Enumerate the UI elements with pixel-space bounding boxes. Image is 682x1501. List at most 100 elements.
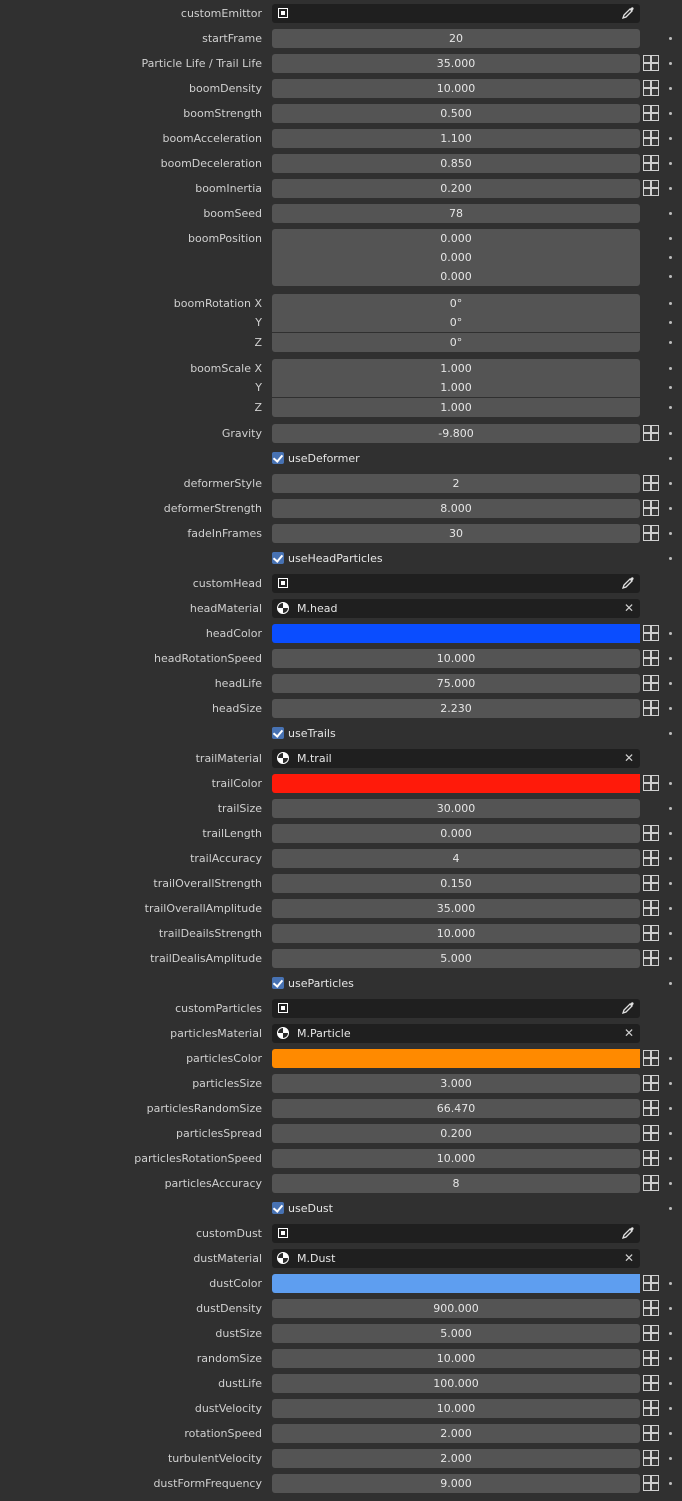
animate-property-icon[interactable]	[643, 1300, 659, 1316]
deformerStyle-field[interactable]: 2	[272, 474, 640, 493]
trailOverallStrength-field[interactable]: 0.150	[272, 874, 640, 893]
dustVelocity-field[interactable]: 10.000	[272, 1399, 640, 1418]
useTrails-checkbox[interactable]	[272, 727, 284, 739]
animate-property-icon[interactable]	[643, 675, 659, 691]
clear-icon[interactable]: ✕	[623, 1251, 634, 1265]
boomPositionX-field[interactable]: 0.000	[272, 229, 640, 248]
animate-property-icon[interactable]	[643, 1375, 659, 1391]
decorator-dot-icon[interactable]	[669, 1282, 672, 1285]
boomRotationX-field[interactable]: 0°	[272, 294, 640, 313]
decorator-dot-icon[interactable]	[669, 807, 672, 810]
trailMaterial-material-field[interactable]: M.trail ✕	[272, 749, 640, 768]
animate-property-icon[interactable]	[643, 1175, 659, 1191]
clear-icon[interactable]: ✕	[623, 1026, 634, 1040]
animate-property-icon[interactable]	[643, 80, 659, 96]
animate-property-icon[interactable]	[643, 475, 659, 491]
decorator-dot-icon[interactable]	[669, 557, 672, 560]
trailLength-field[interactable]: 0.000	[272, 824, 640, 843]
useDust-checkbox[interactable]	[272, 1202, 284, 1214]
decorator-dot-icon[interactable]	[669, 532, 672, 535]
animate-property-icon[interactable]	[643, 1400, 659, 1416]
decorator-dot-icon[interactable]	[669, 386, 672, 389]
animate-property-icon[interactable]	[643, 1150, 659, 1166]
particlesColor-color-swatch[interactable]	[272, 1049, 640, 1068]
animate-property-icon[interactable]	[643, 525, 659, 541]
customDust-object-field[interactable]	[272, 1224, 640, 1243]
animate-property-icon[interactable]	[643, 650, 659, 666]
animate-property-icon[interactable]	[643, 1350, 659, 1366]
useParticles-checkbox-label[interactable]: useParticles	[288, 977, 354, 990]
animate-property-icon[interactable]	[643, 850, 659, 866]
decorator-dot-icon[interactable]	[669, 482, 672, 485]
trailOverallAmplitude-field[interactable]: 35.000	[272, 899, 640, 918]
eyedropper-icon[interactable]	[621, 1226, 635, 1240]
useDeformer-checkbox-label[interactable]: useDeformer	[288, 452, 360, 465]
headRotationSpeed-field[interactable]: 10.000	[272, 649, 640, 668]
customEmittor-object-field[interactable]	[272, 4, 640, 23]
useHeadParticles-checkbox[interactable]	[272, 552, 284, 564]
decorator-dot-icon[interactable]	[669, 957, 672, 960]
animate-property-icon[interactable]	[643, 700, 659, 716]
fadeInFrames-field[interactable]: 30	[272, 524, 640, 543]
boomScaleY-field[interactable]: 1.000	[272, 378, 640, 397]
boomDeceleration-field[interactable]: 0.850	[272, 154, 640, 173]
animate-property-icon[interactable]	[643, 105, 659, 121]
boomSeed-field[interactable]: 78	[272, 204, 640, 223]
boomRotationZ-field[interactable]: 0°	[272, 333, 640, 352]
boomInertia-field[interactable]: 0.200	[272, 179, 640, 198]
decorator-dot-icon[interactable]	[669, 707, 672, 710]
decorator-dot-icon[interactable]	[669, 982, 672, 985]
decorator-dot-icon[interactable]	[669, 1107, 672, 1110]
trailSize-field[interactable]: 30.000	[272, 799, 640, 818]
trailDealisAmplitude-field[interactable]: 5.000	[272, 949, 640, 968]
decorator-dot-icon[interactable]	[669, 1207, 672, 1210]
customParticles-object-field[interactable]	[272, 999, 640, 1018]
decorator-dot-icon[interactable]	[669, 682, 672, 685]
animate-property-icon[interactable]	[643, 1275, 659, 1291]
animate-property-icon[interactable]	[643, 55, 659, 71]
animate-property-icon[interactable]	[643, 1450, 659, 1466]
headLife-field[interactable]: 75.000	[272, 674, 640, 693]
decorator-dot-icon[interactable]	[669, 1057, 672, 1060]
decorator-dot-icon[interactable]	[669, 187, 672, 190]
decorator-dot-icon[interactable]	[669, 275, 672, 278]
boomDensity-field[interactable]: 10.000	[272, 79, 640, 98]
animate-property-icon[interactable]	[643, 500, 659, 516]
particlesSpread-field[interactable]: 0.200	[272, 1124, 640, 1143]
decorator-dot-icon[interactable]	[669, 432, 672, 435]
startFrame-field[interactable]: 20	[272, 29, 640, 48]
decorator-dot-icon[interactable]	[669, 882, 672, 885]
decorator-dot-icon[interactable]	[669, 1132, 672, 1135]
eyedropper-icon[interactable]	[621, 576, 635, 590]
decorator-dot-icon[interactable]	[669, 62, 672, 65]
decorator-dot-icon[interactable]	[669, 632, 672, 635]
boomRotationY-field[interactable]: 0°	[272, 313, 640, 332]
boomScaleZ-field[interactable]: 1.000	[272, 398, 640, 417]
boomPositionZ-field[interactable]: 0.000	[272, 267, 640, 286]
decorator-dot-icon[interactable]	[669, 932, 672, 935]
decorator-dot-icon[interactable]	[669, 732, 672, 735]
animate-property-icon[interactable]	[643, 425, 659, 441]
dustFormFrequency-field[interactable]: 9.000	[272, 1474, 640, 1493]
animate-property-icon[interactable]	[643, 825, 659, 841]
animate-property-icon[interactable]	[643, 625, 659, 641]
decorator-dot-icon[interactable]	[669, 162, 672, 165]
headMaterial-material-field[interactable]: M.head ✕	[272, 599, 640, 618]
animate-property-icon[interactable]	[643, 1425, 659, 1441]
dustColor-color-swatch[interactable]	[272, 1274, 640, 1293]
decorator-dot-icon[interactable]	[669, 256, 672, 259]
trailDeailsStrength-field[interactable]: 10.000	[272, 924, 640, 943]
animate-property-icon[interactable]	[643, 875, 659, 891]
animate-property-icon[interactable]	[643, 950, 659, 966]
decorator-dot-icon[interactable]	[669, 1182, 672, 1185]
headColor-color-swatch[interactable]	[272, 624, 640, 643]
dustSize-field[interactable]: 5.000	[272, 1324, 640, 1343]
decorator-dot-icon[interactable]	[669, 507, 672, 510]
boomPositionY-field[interactable]: 0.000	[272, 248, 640, 267]
decorator-dot-icon[interactable]	[669, 321, 672, 324]
boomStrength-field[interactable]: 0.500	[272, 104, 640, 123]
animate-property-icon[interactable]	[643, 775, 659, 791]
decorator-dot-icon[interactable]	[669, 1082, 672, 1085]
clear-icon[interactable]: ✕	[623, 751, 634, 765]
useDeformer-checkbox[interactable]	[272, 452, 284, 464]
